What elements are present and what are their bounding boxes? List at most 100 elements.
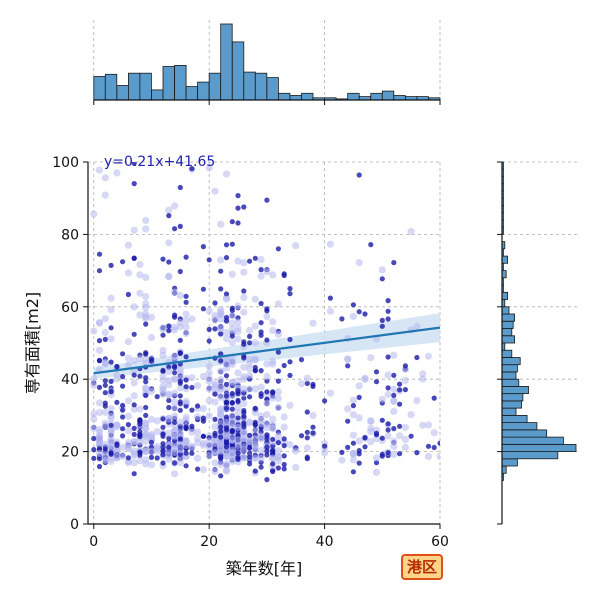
x-tick-label: 0 <box>89 534 98 550</box>
scatter-point <box>247 340 253 346</box>
scatter-point <box>247 394 253 400</box>
scatter-point <box>142 437 150 446</box>
scatter-point <box>154 455 160 461</box>
scatter-point <box>182 416 190 424</box>
right-hist-bar <box>501 407 517 416</box>
scatter-point <box>205 437 213 445</box>
scatter-point <box>257 454 265 462</box>
scatter-point <box>95 319 104 327</box>
regression-line <box>93 326 440 375</box>
scatter-point <box>286 401 294 409</box>
scatter-point <box>287 336 293 343</box>
scatter-point <box>211 467 219 475</box>
scatter-point <box>199 439 207 447</box>
scatter-point <box>205 444 213 452</box>
scatter-point <box>274 388 282 396</box>
right-hist-bar <box>501 357 521 366</box>
right-hist-bar <box>501 371 517 380</box>
top-hist-bar <box>393 95 406 101</box>
y-axis-title: 専有面積[m2] <box>23 292 42 394</box>
scatter-point <box>171 202 179 210</box>
scatter-point <box>143 379 149 385</box>
scatter-point <box>251 385 259 393</box>
scatter-point <box>304 435 310 441</box>
scatter-point <box>159 324 167 332</box>
scatter-point <box>229 390 235 397</box>
scatter-point <box>390 396 398 404</box>
scatter-point <box>217 367 225 375</box>
right-hist-bar <box>501 255 508 264</box>
scatter-point <box>113 371 121 379</box>
scatter-point <box>349 456 357 464</box>
scatter-point <box>131 255 137 261</box>
scatter-point <box>397 423 403 429</box>
scatter-point <box>257 383 265 391</box>
scatter-point <box>234 441 242 450</box>
scatter-point <box>269 271 277 279</box>
scatter-point <box>223 405 230 411</box>
scatter-point <box>401 443 409 451</box>
scatter-point <box>188 443 196 451</box>
scatter-point <box>90 210 98 218</box>
scatter-point <box>222 418 231 426</box>
scatter-point <box>143 321 149 327</box>
y-tick-label: 100 <box>52 155 79 171</box>
scatter-point <box>310 430 316 436</box>
scatter-point <box>136 311 144 319</box>
scatter-point <box>176 291 184 300</box>
scatter-point <box>136 289 144 297</box>
right-hist-bar <box>501 422 538 431</box>
scatter-point <box>131 431 137 437</box>
scatter-point <box>327 295 333 301</box>
scatter-point <box>95 399 104 407</box>
scatter-point <box>212 416 218 422</box>
scatter-point <box>252 255 258 261</box>
top-hist-bar <box>277 92 291 101</box>
scatter-point <box>165 429 173 437</box>
right-hist-bar <box>501 465 507 474</box>
district-badge: 港区 <box>401 554 443 580</box>
scatter-point <box>91 447 97 453</box>
scatter-point <box>217 220 225 228</box>
scatter-point <box>258 320 264 326</box>
scatter-point <box>379 317 385 323</box>
scatter-point <box>251 356 259 364</box>
scatter-point <box>240 454 248 462</box>
scatter-point <box>130 405 138 413</box>
scatter-point <box>176 459 184 467</box>
scatter-point <box>251 295 259 303</box>
scatter-point <box>241 413 247 419</box>
scatter-point <box>379 417 385 423</box>
scatter-point <box>171 470 179 478</box>
scatter-point <box>384 390 392 399</box>
scatter-point <box>257 432 265 440</box>
scatter-point <box>102 336 108 342</box>
scatter-point <box>264 477 270 483</box>
scatter-point <box>292 463 300 471</box>
scatter-point <box>298 357 305 363</box>
scatter-point <box>390 407 398 415</box>
scatter-point <box>280 423 288 431</box>
scatter-point <box>166 323 172 329</box>
scatter-point <box>390 437 398 445</box>
scatter-point <box>228 319 236 327</box>
scatter-point <box>281 362 287 369</box>
scatter-point <box>183 377 189 383</box>
scatter-point <box>130 450 138 458</box>
scatter-point <box>177 399 183 405</box>
scatter-point <box>159 351 167 359</box>
top-hist-bar <box>93 76 106 101</box>
scatter-point <box>401 423 409 431</box>
scatter-point <box>90 381 98 390</box>
scatter-point <box>137 449 143 455</box>
scatter-point <box>240 293 248 301</box>
scatter-point <box>247 432 253 438</box>
scatter-point <box>390 450 398 458</box>
scatter-point <box>235 193 241 199</box>
scatter-point <box>211 398 219 406</box>
scatter-point <box>310 424 316 430</box>
scatter-point <box>223 255 230 261</box>
scatter-point <box>252 468 258 474</box>
scatter-point <box>177 378 183 384</box>
scatter-point <box>407 228 415 236</box>
